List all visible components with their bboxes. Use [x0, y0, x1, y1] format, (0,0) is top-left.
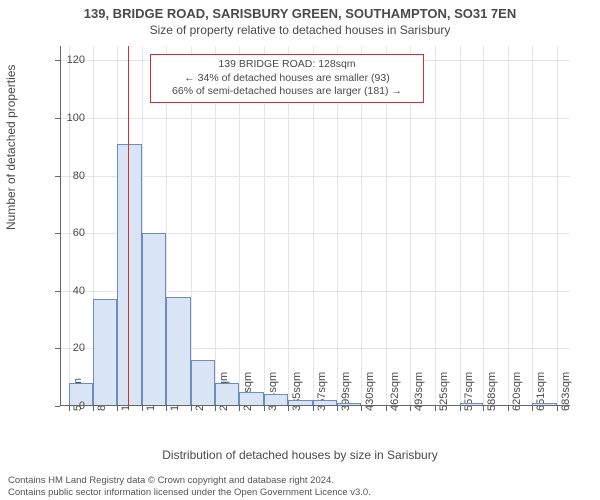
chart-plot-area: 51sqm83sqm114sqm146sqm177sqm209sqm241sqm…	[60, 46, 570, 406]
y-tick-label: 60	[45, 228, 85, 239]
x-tick-mark	[117, 406, 118, 411]
gridline-vertical	[532, 46, 533, 406]
gridline-vertical	[435, 46, 436, 406]
histogram-bar	[313, 400, 338, 406]
histogram-bar	[264, 394, 288, 406]
x-tick-mark	[264, 406, 265, 411]
x-tick-mark	[142, 406, 143, 411]
x-tick-mark	[288, 406, 289, 411]
x-tick-mark	[337, 406, 338, 411]
y-tick-label: 120	[45, 55, 85, 66]
histogram-bar	[93, 299, 117, 406]
gridline-vertical	[557, 46, 558, 406]
footer-line-1: Contains HM Land Registry data © Crown c…	[8, 475, 592, 486]
histogram-bar	[166, 297, 191, 406]
y-tick-label: 80	[45, 171, 85, 182]
annotation-line-2: ← 34% of detached houses are smaller (93…	[157, 72, 417, 86]
x-tick-label: 620sqm	[512, 372, 523, 411]
y-tick-label: 20	[45, 343, 85, 354]
footer-line-3: Contains public sector information licen…	[8, 487, 592, 498]
x-tick-mark	[483, 406, 484, 411]
x-tick-mark	[460, 406, 461, 411]
x-tick-mark	[93, 406, 94, 411]
y-axis-label: Number of detached properties	[4, 65, 18, 230]
y-tick-label: 100	[45, 113, 85, 124]
histogram-bar	[288, 400, 313, 406]
x-tick-mark	[557, 406, 558, 411]
x-tick-mark	[166, 406, 167, 411]
x-tick-mark	[191, 406, 192, 411]
x-axis-label: Distribution of detached houses by size …	[0, 448, 600, 462]
y-tick-label: 0	[45, 401, 85, 412]
x-tick-label: 493sqm	[414, 372, 425, 411]
x-tick-label: 588sqm	[487, 372, 498, 411]
x-tick-label: 462sqm	[390, 372, 401, 411]
histogram-bar	[239, 392, 264, 406]
histogram-bar	[142, 233, 166, 406]
x-tick-mark	[386, 406, 387, 411]
y-tick-label: 40	[45, 286, 85, 297]
histogram-bar	[460, 403, 484, 406]
x-tick-mark	[508, 406, 509, 411]
x-tick-label: 525sqm	[439, 372, 450, 411]
x-tick-mark	[239, 406, 240, 411]
property-marker-line	[128, 46, 129, 406]
x-tick-mark	[532, 406, 533, 411]
annotation-box: 139 BRIDGE ROAD: 128sqm← 34% of detached…	[150, 54, 424, 103]
x-tick-mark	[215, 406, 216, 411]
gridline-vertical	[460, 46, 461, 406]
histogram-bar	[191, 360, 216, 406]
gridline-vertical	[508, 46, 509, 406]
histogram-bar	[215, 383, 239, 406]
x-tick-mark	[410, 406, 411, 411]
histogram-bar	[337, 403, 361, 406]
chart-footer: Contains HM Land Registry data © Crown c…	[8, 475, 592, 498]
chart-title-main: 139, BRIDGE ROAD, SARISBURY GREEN, SOUTH…	[0, 0, 600, 21]
chart-title-sub: Size of property relative to detached ho…	[0, 21, 600, 37]
gridline-horizontal	[60, 118, 570, 119]
x-tick-mark	[435, 406, 436, 411]
x-tick-label: 683sqm	[561, 372, 572, 411]
annotation-line-3: 66% of semi-detached houses are larger (…	[157, 85, 417, 99]
gridline-vertical	[483, 46, 484, 406]
histogram-bar	[532, 403, 557, 406]
x-tick-mark	[361, 406, 362, 411]
x-tick-mark	[313, 406, 314, 411]
x-tick-label: 430sqm	[365, 372, 376, 411]
histogram-bar	[117, 144, 142, 406]
annotation-line-1: 139 BRIDGE ROAD: 128sqm	[157, 58, 417, 72]
